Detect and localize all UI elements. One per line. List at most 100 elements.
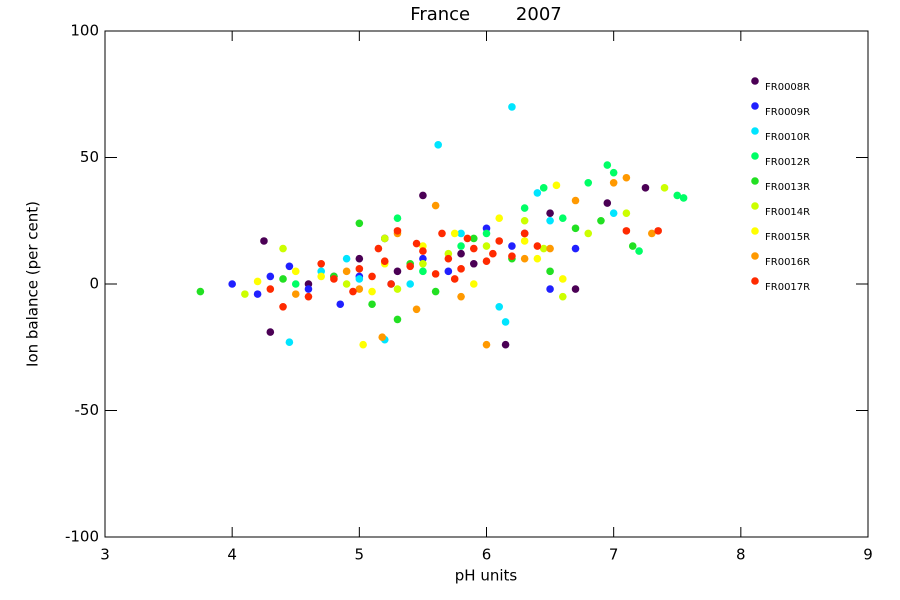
chart-title: France 2007: [410, 4, 561, 25]
point: [393, 227, 402, 235]
legend-label: FR0016R: [765, 257, 810, 268]
y-axis-label: Ion balance (per cent): [24, 201, 42, 367]
legend-label: FR0014R: [765, 207, 810, 218]
point: [520, 216, 529, 225]
point: [412, 239, 421, 248]
point: [559, 292, 567, 301]
point: [438, 229, 446, 238]
legend-marker: [751, 77, 759, 85]
point: [260, 237, 268, 245]
point: [520, 254, 529, 263]
point: [450, 275, 459, 283]
point: [368, 272, 376, 281]
point: [597, 216, 605, 225]
point: [546, 209, 554, 217]
point: [355, 285, 364, 293]
point: [387, 280, 395, 288]
point: [482, 229, 491, 238]
point: [304, 292, 313, 301]
point: [457, 229, 465, 238]
point: [419, 259, 427, 268]
point: [539, 244, 548, 253]
y-tick-label: 100: [70, 22, 99, 40]
point: [559, 275, 567, 283]
point: [508, 252, 516, 260]
point: [457, 242, 465, 250]
point: [393, 267, 402, 276]
point: [571, 285, 580, 293]
x-tick-label: 4: [227, 546, 237, 564]
point: [520, 204, 529, 212]
point: [520, 237, 529, 245]
x-tick-label: 9: [863, 546, 873, 564]
x-tick-label: 6: [482, 546, 492, 564]
point: [434, 141, 442, 149]
point: [342, 267, 351, 276]
point: [571, 196, 580, 205]
point: [628, 242, 637, 250]
point: [285, 338, 294, 346]
point: [279, 302, 287, 311]
point: [559, 214, 567, 223]
point: [444, 267, 453, 276]
point: [355, 219, 364, 228]
point: [378, 333, 387, 341]
point: [609, 209, 618, 217]
point: [336, 300, 345, 309]
point: [679, 194, 688, 202]
x-tick-label: 3: [100, 546, 110, 564]
point: [355, 265, 364, 273]
point: [622, 227, 631, 235]
point: [431, 201, 440, 210]
point: [355, 254, 364, 263]
point: [291, 280, 300, 288]
point: [291, 290, 300, 298]
point: [355, 275, 364, 283]
point: [673, 191, 682, 200]
point: [469, 280, 478, 288]
point: [291, 267, 300, 276]
point: [584, 179, 593, 187]
point: [457, 292, 465, 301]
point: [279, 244, 287, 253]
point: [393, 315, 402, 324]
point: [450, 229, 459, 238]
legend-label: FR0017R: [765, 282, 810, 293]
point: [266, 285, 275, 293]
point: [533, 242, 542, 250]
point: [349, 287, 357, 296]
point: [603, 199, 612, 207]
point: [584, 229, 593, 238]
point: [495, 237, 504, 245]
point: [444, 254, 453, 263]
point: [342, 254, 351, 263]
point: [406, 280, 415, 288]
x-tick-label: 5: [355, 546, 365, 564]
point: [196, 287, 205, 296]
point: [359, 340, 367, 349]
point: [368, 300, 376, 309]
point: [622, 173, 631, 182]
point: [533, 254, 542, 263]
point: [520, 229, 529, 238]
y-tick-label: 50: [80, 148, 99, 166]
point: [266, 328, 275, 336]
point: [463, 234, 472, 243]
point: [304, 285, 313, 293]
point: [546, 267, 554, 276]
y-tick-label: -100: [65, 528, 99, 546]
point: [469, 259, 478, 268]
x-axis-label: pH units: [455, 567, 518, 585]
point: [546, 285, 554, 293]
point: [406, 262, 415, 271]
point: [533, 189, 542, 197]
point: [501, 340, 510, 349]
point: [622, 209, 631, 217]
point: [253, 290, 262, 298]
point: [641, 184, 650, 192]
legend-label: FR0012R: [765, 157, 810, 168]
point: [228, 280, 236, 288]
point: [317, 272, 325, 281]
